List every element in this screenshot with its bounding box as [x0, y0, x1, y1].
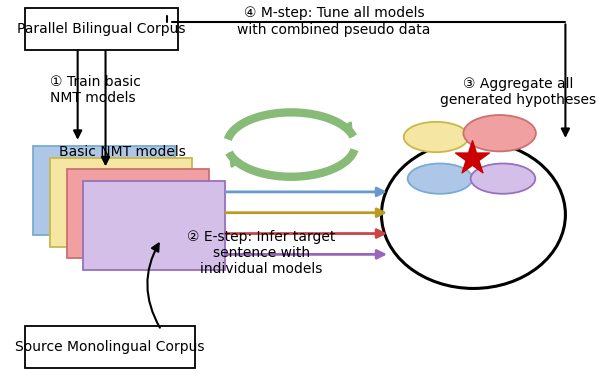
Ellipse shape: [408, 163, 472, 194]
Ellipse shape: [464, 115, 536, 151]
FancyBboxPatch shape: [83, 180, 225, 269]
Text: Basic NMT models: Basic NMT models: [59, 144, 185, 158]
Text: ② E-step: Infer target
sentence with
individual models: ② E-step: Infer target sentence with ind…: [187, 230, 336, 276]
Text: ③ Aggregate all
generated hypotheses: ③ Aggregate all generated hypotheses: [440, 76, 596, 107]
FancyBboxPatch shape: [25, 8, 178, 50]
Point: [467, 155, 476, 161]
Ellipse shape: [404, 122, 468, 152]
FancyBboxPatch shape: [33, 146, 175, 236]
Text: ① Train basic
NMT models: ① Train basic NMT models: [50, 74, 141, 105]
FancyBboxPatch shape: [25, 326, 195, 368]
Ellipse shape: [471, 163, 535, 194]
FancyBboxPatch shape: [67, 169, 208, 258]
Text: Source Monolingual Corpus: Source Monolingual Corpus: [15, 340, 204, 354]
Ellipse shape: [381, 141, 565, 288]
FancyBboxPatch shape: [50, 158, 192, 247]
Text: ④ M-step: Tune all models
with combined pseudo data: ④ M-step: Tune all models with combined …: [238, 6, 431, 36]
Text: Parallel Bilingual Corpus: Parallel Bilingual Corpus: [17, 22, 185, 36]
